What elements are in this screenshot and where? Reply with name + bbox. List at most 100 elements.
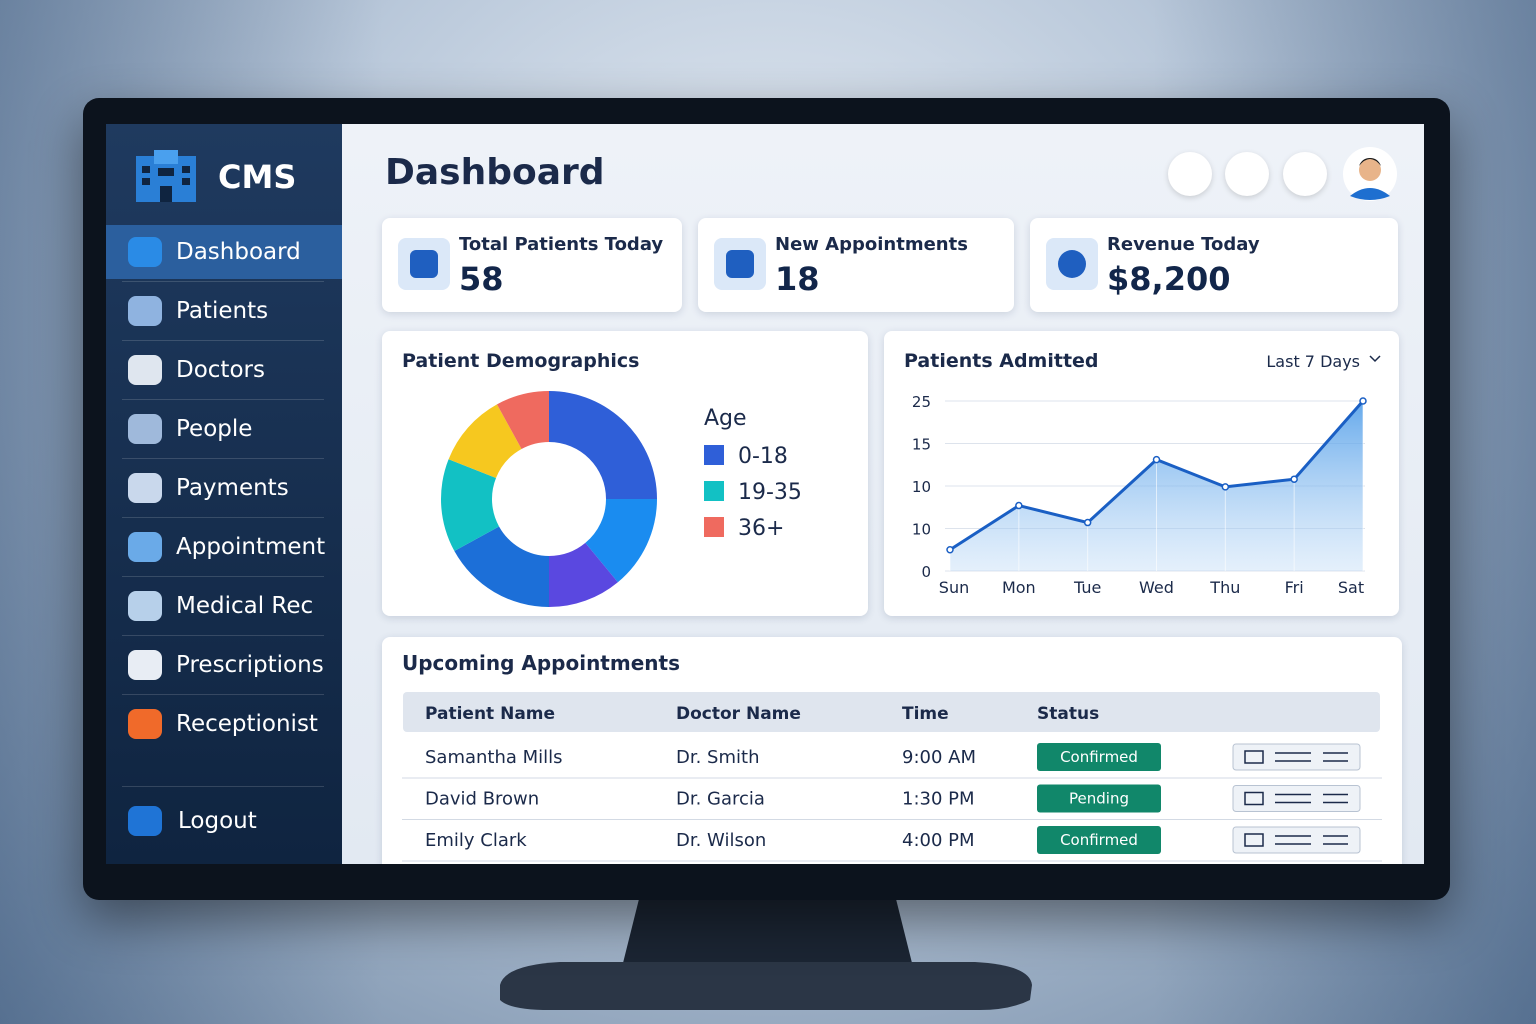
x-tick-label: Wed [1139, 578, 1174, 597]
line-point [1221, 483, 1230, 491]
pie-slice [585, 499, 657, 583]
separator [122, 340, 324, 341]
stat-icon-glyph [726, 250, 754, 278]
pie-slice [549, 391, 657, 499]
notifications-button[interactable] [1168, 152, 1212, 196]
line-point [1083, 518, 1092, 527]
nav-icon [128, 709, 162, 739]
legend-label: 19-35 [738, 480, 802, 505]
separator [122, 399, 324, 400]
column-header: Status [1037, 704, 1099, 724]
cell: Dr. Smith [676, 747, 759, 768]
y-tick-label: 10 [912, 478, 931, 496]
nav-item[interactable]: Dashboard [106, 225, 342, 279]
appointments-table: Upcoming Appointments Patient Name Doctor … [402, 651, 1382, 862]
brand-name: CMS [218, 158, 297, 196]
action-lines [1275, 752, 1348, 762]
action-icon [1244, 750, 1264, 764]
x-tick-label: Mon [1002, 578, 1036, 597]
cell: 9:00 AM [902, 747, 976, 768]
search-button[interactable] [1283, 152, 1327, 196]
table-header-bg [403, 692, 1380, 732]
separator [122, 635, 324, 636]
sidebar: CMS Logout Dashboard Patients Doctors Peopl… [106, 124, 342, 864]
column-header: Patient Name [425, 704, 555, 724]
cell: Samantha Mills [425, 747, 563, 768]
appointments-card: Upcoming Appointments Patient Name Doctor … [382, 637, 1402, 864]
brand-icon [136, 150, 196, 202]
status-badge [1037, 743, 1161, 771]
nav-item[interactable]: Receptionist [106, 697, 342, 751]
pie-slice [441, 459, 500, 552]
messages-button[interactable] [1225, 152, 1269, 196]
logout-icon [128, 806, 162, 836]
action-lines [1275, 793, 1348, 804]
nav-item[interactable]: Prescriptions [106, 638, 342, 692]
stat-icon [398, 238, 450, 290]
status-badge [1037, 826, 1161, 854]
legend-label: 0-18 [738, 444, 788, 469]
pie-chart: Patient Demographics Age 0-18 19-35 36+ [402, 350, 802, 607]
nav-label: Doctors [176, 357, 265, 383]
y-tick-label: 25 [912, 393, 931, 411]
y-tick-label: 0 [921, 563, 931, 581]
cell: Emily Clark [425, 830, 527, 851]
x-tick-label: Sun [939, 578, 969, 597]
nav-label: Appointment [176, 534, 326, 560]
stat-card: Revenue Today $8,200 [1030, 218, 1398, 312]
separator [122, 786, 324, 787]
legend-swatch [704, 481, 724, 501]
nav-label: People [176, 416, 253, 442]
page-title: Dashboard [385, 152, 605, 193]
separator [122, 517, 324, 518]
cell: David Brown [425, 789, 539, 810]
nav-item[interactable]: Patients [106, 284, 342, 338]
stat-value: $8,200 [1107, 260, 1231, 298]
status-label: Confirmed [1060, 831, 1138, 849]
separator [122, 458, 324, 459]
nav-item[interactable]: People [106, 402, 342, 456]
row-actions[interactable] [1232, 743, 1361, 771]
separator [122, 576, 324, 577]
screen: CMS Logout Dashboard Patients Doctors Peopl… [106, 124, 1424, 864]
pie-slice [454, 526, 549, 607]
stat-label: Revenue Today [1107, 234, 1260, 255]
row-actions[interactable] [1232, 826, 1361, 854]
x-tick-label: Tue [1073, 578, 1101, 597]
nav-icon [128, 532, 162, 562]
nav-icon [128, 355, 162, 385]
nav-item[interactable]: Doctors [106, 343, 342, 397]
stat-label: New Appointments [775, 234, 968, 255]
stat-icon-glyph [410, 250, 438, 278]
nav-icon [128, 650, 162, 680]
nav-icon [128, 237, 162, 267]
nav-label: Patients [176, 298, 269, 324]
logout[interactable]: Logout [106, 794, 342, 848]
x-tick-label: Thu [1209, 578, 1240, 597]
stat-icon [1046, 238, 1098, 290]
table-title: Upcoming Appointments [402, 651, 680, 675]
x-tick-label: Fri [1285, 578, 1304, 597]
demographics-card: Patient Demographics Age 0-18 19-35 36+ [382, 331, 868, 616]
cell: Dr. Garcia [676, 789, 765, 810]
nav-label: Dashboard [176, 239, 301, 265]
pie-slice [549, 542, 618, 607]
cell: Dr. Wilson [676, 830, 766, 851]
x-tick-label: Sat [1338, 578, 1364, 597]
admitted-card: Patients Admitted Last 7 Days 0 10 10 15 25 Sun… [884, 331, 1399, 616]
row-actions[interactable] [1232, 785, 1361, 812]
nav-item[interactable]: Appointment [106, 520, 342, 574]
column-header: Doctor Name [676, 704, 801, 724]
y-tick-label: 15 [912, 436, 931, 454]
pie-slice [496, 391, 549, 450]
avatar[interactable] [1342, 146, 1398, 202]
range-select[interactable]: Last 7 Days [1266, 352, 1360, 371]
chart-title: Patient Demographics [402, 350, 639, 372]
nav-item[interactable]: Payments [106, 461, 342, 515]
nav-label: Medical Rec [176, 593, 314, 619]
nav-item[interactable]: Medical Rec [106, 579, 342, 633]
status-label: Pending [1069, 790, 1129, 808]
legend-title: Age [704, 406, 747, 431]
status-label: Confirmed [1060, 748, 1138, 766]
